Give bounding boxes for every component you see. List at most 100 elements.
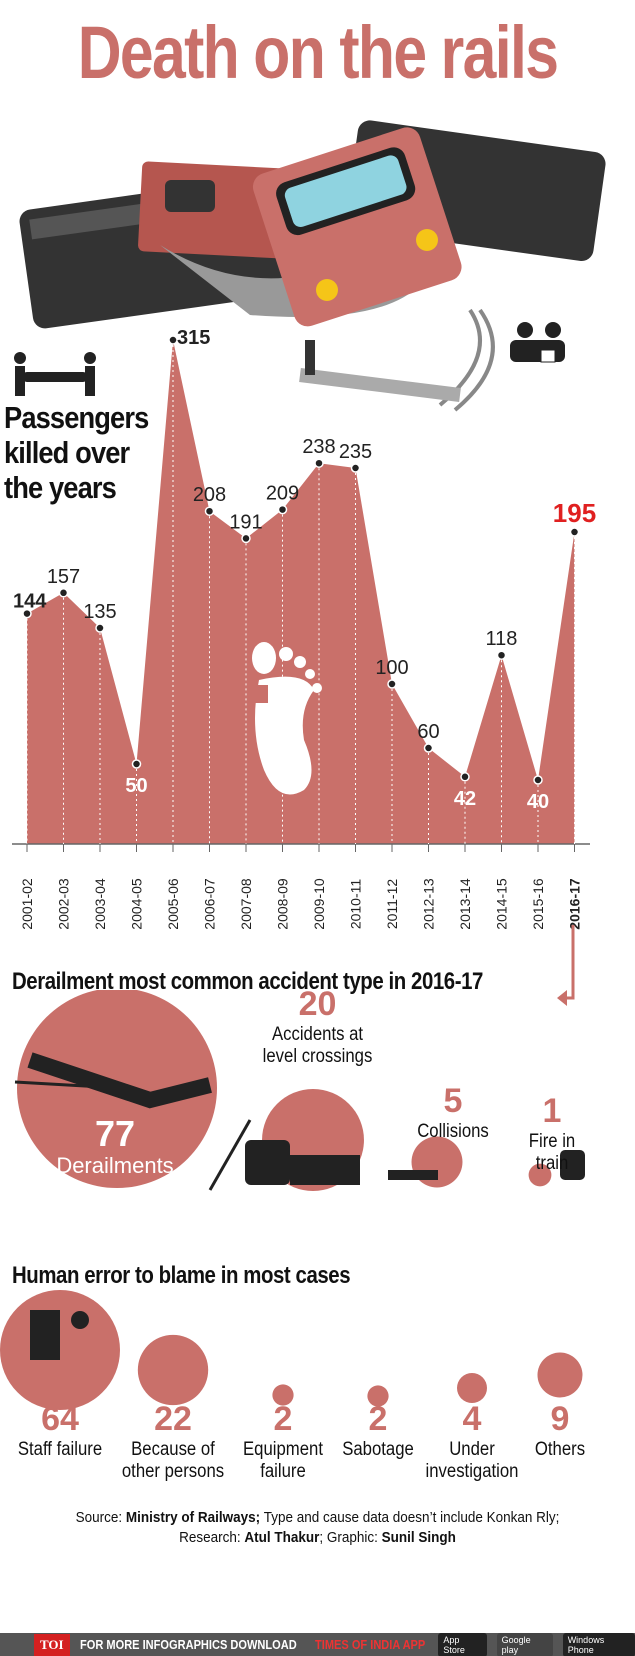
cause-item: 2 Equipment failure — [218, 1400, 348, 1483]
x-tick-label: 2008-09 — [275, 878, 291, 930]
data-label: 42 — [454, 788, 476, 810]
x-tick-label: 2010-11 — [348, 879, 364, 930]
collisions-label: 5 Collisions — [408, 1082, 498, 1143]
data-point — [423, 743, 434, 753]
x-tick-label: 2002-03 — [56, 878, 72, 930]
cause-item: 64 Staff failure — [0, 1400, 125, 1461]
data-label: 50 — [125, 775, 147, 797]
toi-logo[interactable]: TOI — [34, 1633, 70, 1656]
data-point — [350, 463, 361, 473]
data-label: 195 — [553, 498, 596, 528]
data-point — [95, 623, 105, 633]
cause-item: 9 Others — [495, 1400, 625, 1461]
x-tick-label: 2012-13 — [421, 878, 437, 930]
data-label: 100 — [375, 657, 408, 679]
data-label: 209 — [266, 483, 299, 505]
cause-label: Under investigation — [425, 1439, 519, 1482]
google-play-badge[interactable]: Google play — [496, 1632, 553, 1656]
train-wreck-illustration — [19, 120, 606, 412]
cause-label: Others — [534, 1439, 586, 1460]
cause-label: Because of other persons — [121, 1439, 225, 1482]
derailed-train-icon — [27, 1052, 212, 1109]
x-tick-label: 2005-06 — [165, 878, 181, 930]
collision-train-icon — [388, 1170, 438, 1180]
level-crossing-text: Accidents at level crossings — [262, 1024, 373, 1067]
x-tick-label: 2006-07 — [202, 878, 218, 930]
subtitle-line: Passengers — [4, 400, 149, 435]
area-fill — [27, 340, 575, 844]
data-point — [314, 458, 324, 468]
footer-app-name[interactable]: TIMES OF INDIA APP — [314, 1637, 425, 1652]
data-label: 191 — [229, 511, 262, 533]
data-point — [58, 588, 69, 598]
cause-bubble — [137, 1334, 209, 1406]
passengers-killed-area-chart: 144 2001-02 157 2002-03 135 2003-04 50 2004-05 3… — [12, 327, 596, 930]
app-store-badge[interactable]: App Store — [438, 1632, 487, 1656]
graphic-by: Sunil Singh — [381, 1529, 456, 1546]
data-label: 118 — [486, 628, 518, 650]
level-crossing-label: 20 Accidents at level crossings — [250, 985, 385, 1068]
research-label: Research: — [179, 1529, 245, 1546]
data-label: 144 — [13, 591, 47, 613]
accident-bubble — [528, 1163, 552, 1187]
cause-item: 22 Because of other persons — [108, 1400, 238, 1483]
footprint-icon — [252, 642, 322, 795]
fire-label: 1 Fire in train — [522, 1092, 582, 1175]
cause-label: Sabotage — [342, 1439, 414, 1460]
cause-label: Equipment failure — [243, 1439, 323, 1482]
cause-item: 4 Under investigation — [407, 1400, 537, 1483]
source-note-text: Type and cause data doesn’t include Konk… — [260, 1509, 560, 1526]
accident-type-bubbles — [14, 990, 585, 1191]
collisions-text: Collisions — [417, 1121, 489, 1142]
graphic-label: ; Graphic: — [319, 1529, 382, 1546]
derailments-label: 77 Derailments — [40, 1115, 190, 1179]
cause-bubble — [272, 1384, 294, 1406]
cause-bubble — [457, 1373, 487, 1403]
first-aid-icon — [510, 322, 565, 363]
data-label: 157 — [47, 566, 80, 588]
source-name: Ministry of Railways; — [125, 1509, 261, 1526]
cause-bubble — [367, 1385, 389, 1407]
cause-label: Staff failure — [17, 1439, 103, 1460]
x-tick-label: 2015-16 — [530, 878, 546, 930]
data-point — [569, 527, 580, 537]
truck-icon — [290, 1155, 360, 1185]
derailments-text: Derailments — [56, 1153, 174, 1178]
crossing-barrier-icon — [208, 1119, 252, 1191]
subtitle-line: killed over — [4, 435, 130, 470]
train-icon — [245, 1140, 290, 1185]
staff-person-icon — [71, 1311, 89, 1329]
telephone-booth-icon — [30, 1310, 60, 1360]
causes-bubbles — [0, 1290, 583, 1410]
x-tick-label: 2013-14 — [457, 878, 473, 930]
subtitle-line: the years — [4, 470, 117, 505]
derailments-value: 77 — [94, 1113, 136, 1154]
x-tick-label: 2016-17 — [567, 878, 583, 930]
data-label: 315 — [177, 327, 210, 349]
x-tick-label: 2009-10 — [311, 878, 327, 930]
footer-text: FOR MORE INFOGRAPHICS DOWNLOAD — [79, 1637, 297, 1652]
cause-item: 2 Sabotage — [313, 1400, 443, 1461]
data-point — [131, 759, 142, 769]
data-point — [277, 504, 288, 515]
cause-value: 9 — [550, 1400, 570, 1438]
data-point — [533, 775, 543, 785]
windows-phone-badge[interactable]: Windows Phone — [562, 1632, 635, 1656]
source-prefix: Source: — [75, 1509, 126, 1526]
cause-bubble — [537, 1352, 583, 1398]
fire-train-icon — [560, 1150, 585, 1180]
data-point — [204, 506, 215, 516]
data-label: 238 — [302, 436, 335, 458]
track-icon — [14, 1080, 121, 1090]
accident-type-heading: Derailment most common accident type in … — [12, 968, 483, 995]
level-crossing-value: 20 — [298, 985, 337, 1023]
data-point — [460, 772, 470, 782]
source-note: Source: Ministry of Railways; Type and c… — [32, 1508, 604, 1548]
x-tick-label: 2001-02 — [19, 878, 35, 930]
data-point — [168, 335, 178, 345]
page-title: Death on the rails — [77, 11, 559, 94]
x-tick-label: 2004-05 — [129, 878, 145, 930]
arrow-pointer-icon — [557, 925, 575, 1006]
cause-value: 2 — [368, 1400, 388, 1438]
data-label: 40 — [527, 791, 549, 813]
